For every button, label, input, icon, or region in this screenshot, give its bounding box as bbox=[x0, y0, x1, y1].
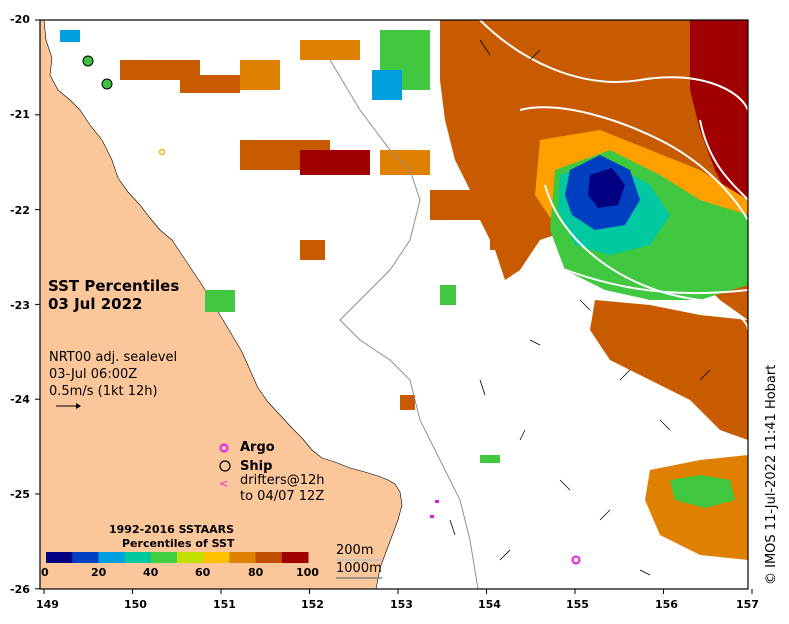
argo-marker bbox=[571, 555, 581, 565]
info-line: 03-Jul 06:00Z bbox=[49, 367, 138, 382]
colorbar-swatch bbox=[203, 552, 230, 563]
sst-navy-core bbox=[588, 168, 625, 208]
credit-text: © IMOS 11-Jul-2022 11:41 Hobart bbox=[764, 364, 779, 585]
velocity-arrows bbox=[449, 39, 711, 576]
isobath-200m bbox=[329, 59, 479, 589]
drifter-tracks bbox=[430, 500, 439, 518]
x-tick-label: 150 bbox=[124, 598, 147, 611]
colorbar-swatch bbox=[150, 552, 178, 563]
colorbar-swatch bbox=[72, 552, 99, 563]
x-tick-label: 156 bbox=[655, 598, 678, 611]
y-tick-label: -20 bbox=[10, 13, 30, 26]
x-tick-label: 155 bbox=[566, 598, 589, 611]
x-tick-label: 154 bbox=[478, 598, 501, 611]
scale-arrow-head-icon bbox=[76, 403, 81, 409]
contour-label: 1000m bbox=[336, 561, 382, 576]
colorbar-tick: 40 bbox=[143, 566, 159, 579]
colorbar-swatch bbox=[255, 552, 283, 563]
y-tick-label: -24 bbox=[10, 393, 30, 406]
colorbar bbox=[46, 552, 309, 563]
legend-ship-label: Ship bbox=[240, 459, 273, 474]
y-tick-label: -21 bbox=[10, 108, 30, 121]
legend-drifter-label: to 04/07 12Z bbox=[240, 489, 325, 504]
colorbar-tick: 0 bbox=[41, 566, 49, 579]
axis-ticks bbox=[35, 19, 753, 594]
legend-argo-label: Argo bbox=[240, 440, 275, 455]
sst-green-se bbox=[670, 475, 735, 508]
y-tick-label: -26 bbox=[10, 583, 30, 596]
colorbar-subtitle: Percentiles of SST bbox=[122, 537, 235, 550]
colorbar-tick: 60 bbox=[195, 566, 211, 579]
sst-orange-south bbox=[590, 300, 748, 440]
map-title: SST Percentiles bbox=[48, 277, 180, 295]
colorbar-swatch bbox=[124, 552, 152, 563]
x-tick-label: 151 bbox=[213, 598, 236, 611]
legend-drifter-icon: < bbox=[219, 477, 229, 490]
land-area bbox=[40, 20, 403, 589]
legend-argo-icon bbox=[219, 443, 229, 453]
colorbar-swatch bbox=[98, 552, 126, 563]
x-tick-label: 157 bbox=[736, 598, 759, 611]
ship-marker bbox=[82, 55, 94, 67]
x-tick-label: 149 bbox=[36, 598, 59, 611]
colorbar-tick: 20 bbox=[91, 566, 107, 579]
contour-label: 200m bbox=[336, 543, 374, 558]
x-tick-label: 153 bbox=[390, 598, 413, 611]
colorbar-tick: 80 bbox=[248, 566, 264, 579]
sst-hot-region bbox=[690, 20, 748, 220]
colorbar-swatch bbox=[281, 552, 309, 563]
x-tick-label: 152 bbox=[301, 598, 324, 611]
colorbar-swatch bbox=[229, 552, 257, 563]
colorbar-tick: 100 bbox=[296, 566, 319, 579]
info-line: 0.5m/s (1kt 12h) bbox=[49, 384, 158, 399]
argo-marker bbox=[158, 148, 166, 156]
legend-ship-icon bbox=[219, 460, 231, 472]
map-date: 03 Jul 2022 bbox=[48, 295, 143, 313]
ship-marker bbox=[101, 78, 113, 90]
sst-scattered-patches bbox=[60, 30, 530, 463]
y-tick-label: -22 bbox=[10, 204, 30, 217]
colorbar-swatch bbox=[177, 552, 204, 563]
y-tick-label: -23 bbox=[10, 299, 30, 312]
info-line: NRT00 adj. sealevel bbox=[49, 350, 178, 365]
colorbar-title: 1992-2016 SSTAARS bbox=[109, 523, 235, 536]
legend-drifter-label: drifters@12h bbox=[240, 473, 325, 488]
colorbar-swatch bbox=[46, 552, 73, 563]
y-tick-label: -25 bbox=[10, 488, 30, 501]
ssh-contours bbox=[479, 20, 748, 331]
